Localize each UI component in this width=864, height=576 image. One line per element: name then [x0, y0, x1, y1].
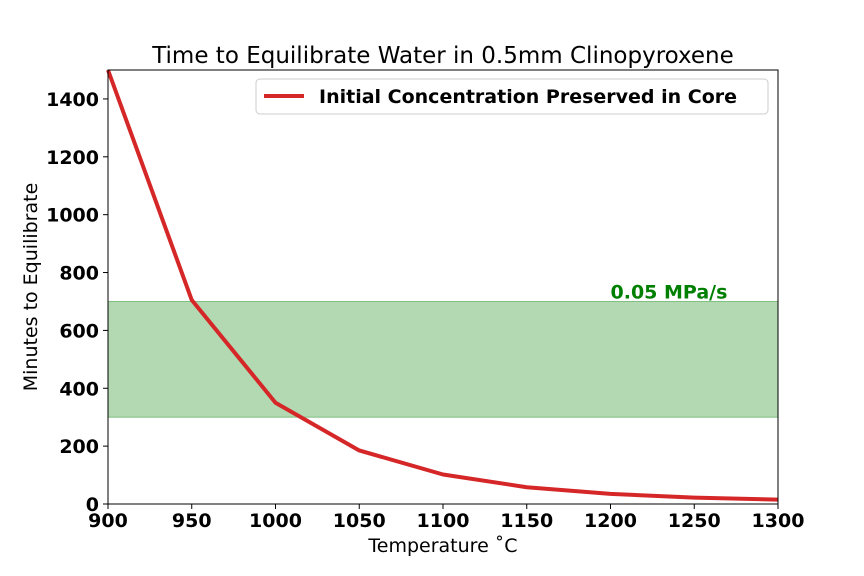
y-tick-label: 400: [59, 378, 99, 400]
x-axis: 900 950 1000 1050 1100 1150 1200 1250 1300: [88, 504, 804, 532]
chart-title: Time to Equilibrate Water in 0.5mm Clino…: [151, 43, 734, 69]
x-axis-label: Temperature ˚C: [367, 535, 517, 557]
shaded-band: [108, 301, 778, 418]
legend-label: Initial Concentration Preserved in Core: [319, 86, 737, 108]
y-axis-label: Minutes to Equilibrate: [20, 183, 42, 392]
x-tick-label: 1100: [417, 510, 470, 532]
y-tick-label: 0: [86, 494, 99, 516]
band-annotation: 0.05 MPa/s: [611, 281, 728, 303]
x-tick-label: 1150: [500, 510, 553, 532]
y-tick-label: 200: [59, 436, 99, 458]
series-layer: [106, 69, 779, 502]
y-tick-label: 600: [59, 320, 99, 342]
legend-box: [255, 78, 769, 115]
x-tick-label: 1050: [333, 510, 386, 532]
x-tick-label: 1200: [584, 510, 637, 532]
y-tick-label: 1400: [46, 89, 99, 111]
legend: Initial Concentration Preserved in Core: [255, 78, 769, 115]
y-tick-label: 1000: [46, 205, 99, 227]
x-tick-label: 1300: [752, 510, 805, 532]
x-tick-label: 1250: [668, 510, 721, 532]
y-tick-label: 800: [59, 263, 99, 285]
x-tick-label: 900: [88, 510, 128, 532]
band-layer: [108, 300, 778, 418]
x-tick-label: 1000: [249, 510, 302, 532]
y-axis: 0 200 400 600 800 1000 1200 1400: [46, 89, 108, 516]
y-tick-label: 1200: [46, 147, 99, 169]
x-tick-label: 950: [172, 510, 212, 532]
